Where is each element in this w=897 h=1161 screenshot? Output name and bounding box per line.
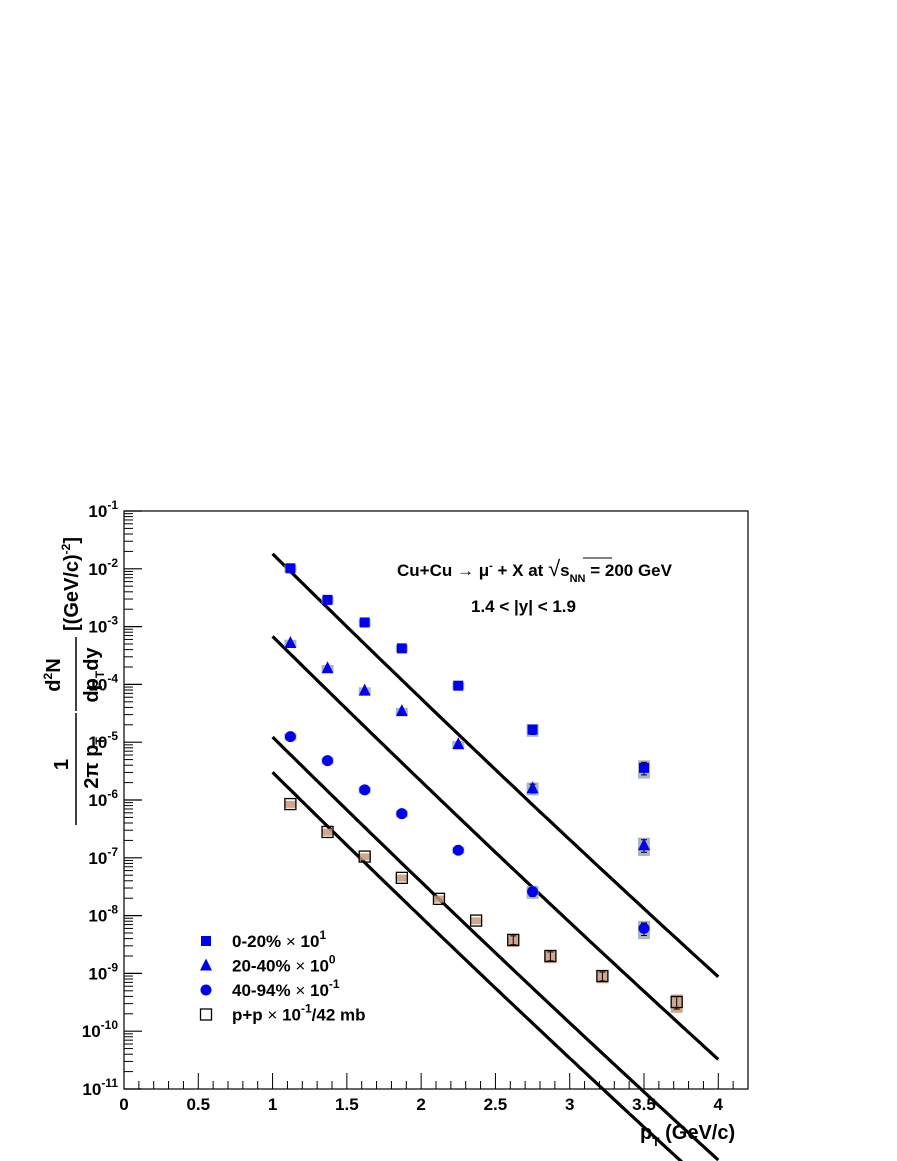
y-tick-label: 10-8 (88, 903, 118, 926)
fit-curve (271, 552, 720, 978)
y-tick-label: 10-4 (88, 671, 118, 694)
data-point (322, 594, 333, 605)
annotation: Cu+Cu → μ- + X at √sNN = 200 GeV 1.4 < |… (397, 556, 673, 616)
data-point (527, 724, 538, 735)
legend-marker (199, 1008, 213, 1021)
y-tick-label: 10-9 (88, 960, 118, 983)
y-axis: 10-1 10-2 10-3 10-4 10-5 10-6 10-7 10-8 10-9 10-1… (82, 498, 142, 1099)
y-tick-label: 10-2 (88, 556, 118, 579)
fit-curve (271, 771, 684, 1161)
data-point (469, 914, 483, 927)
data-point (359, 617, 370, 628)
x-tick-label: 1 (268, 1095, 277, 1114)
data-point (526, 781, 539, 794)
y-tick-label: 10-5 (88, 729, 118, 752)
data-point (284, 731, 296, 743)
data-point (285, 563, 296, 574)
legend-marker (200, 958, 212, 971)
data-point (453, 680, 464, 691)
x-tick-label: 2 (416, 1095, 425, 1114)
legend-label: 20-40% × 100 (232, 953, 336, 976)
x-tick-label: 1.5 (335, 1095, 359, 1114)
data-point (321, 661, 334, 674)
x-tick-label: 3.5 (632, 1095, 656, 1114)
data-point (544, 949, 557, 963)
syst-box (470, 917, 483, 925)
data-point (596, 969, 609, 983)
annotation-line2: 1.4 < |y| < 1.9 (471, 597, 576, 616)
legend-label: 40-94% × 10-1 (232, 977, 340, 1000)
data-point (507, 933, 520, 947)
data-point (670, 995, 683, 1009)
syst-box (395, 874, 408, 882)
legend-label: p+p × 10-1/42 mb (232, 1002, 366, 1025)
data-point (527, 886, 539, 898)
data-point (639, 762, 649, 773)
x-tick-label: 2.5 (484, 1095, 508, 1114)
syst-box (432, 895, 445, 903)
fit-curve (271, 635, 720, 1061)
x-tick-label: 0 (119, 1095, 128, 1114)
data-point (432, 892, 446, 905)
y-tick-label: 10-10 (82, 1018, 119, 1041)
legend-marker (200, 984, 212, 996)
data-point (322, 755, 334, 767)
syst-box (284, 800, 297, 808)
fit-curves (271, 552, 720, 1161)
x-tick-label: 4 (714, 1095, 724, 1114)
data-point (359, 784, 371, 796)
data-point (452, 844, 464, 856)
y-axis-label: 1 2π pT d2N dpTdy [(GeV/c)-2] (41, 537, 107, 825)
svg-text:[(GeV/c)-2]: [(GeV/c)-2] (59, 537, 83, 631)
syst-box (358, 853, 371, 861)
data-point (284, 797, 297, 811)
data-point (452, 737, 465, 750)
svg-text:2π pT: 2π pT (81, 737, 107, 789)
legend-marker (201, 936, 211, 946)
data-point (396, 808, 408, 820)
y-tick-label: 10-7 (88, 845, 118, 868)
x-axis: 0 0.5 1 1.5 2 2.5 3 3.5 4 (119, 1073, 749, 1114)
data-point (638, 838, 650, 851)
legend-label: 0-20% × 101 (232, 928, 326, 951)
syst-box (321, 828, 334, 836)
svg-text:d2N: d2N (41, 658, 65, 691)
y-tick-label: 10-6 (88, 787, 118, 810)
x-axis-label: pT (GeV/c) (640, 1122, 735, 1149)
data-point (358, 850, 371, 863)
data-markers (284, 563, 683, 1013)
y-tick-label: 10-1 (88, 498, 118, 521)
data-point (321, 825, 334, 839)
fit-curve (271, 735, 720, 1161)
annotation-line1: Cu+Cu → μ- + X at √sNN = 200 GeV (397, 556, 673, 585)
data-point (638, 922, 650, 934)
x-tick-label: 0.5 (186, 1095, 210, 1114)
data-point (395, 871, 408, 884)
y-tick-label: 10-3 (88, 614, 118, 637)
svg-text:1: 1 (51, 759, 73, 770)
data-point (396, 643, 407, 654)
data-point (284, 636, 297, 649)
x-tick-label: 3 (565, 1095, 574, 1114)
y-tick-label: 10-11 (82, 1076, 118, 1099)
data-point (358, 683, 371, 696)
data-point (395, 704, 408, 717)
